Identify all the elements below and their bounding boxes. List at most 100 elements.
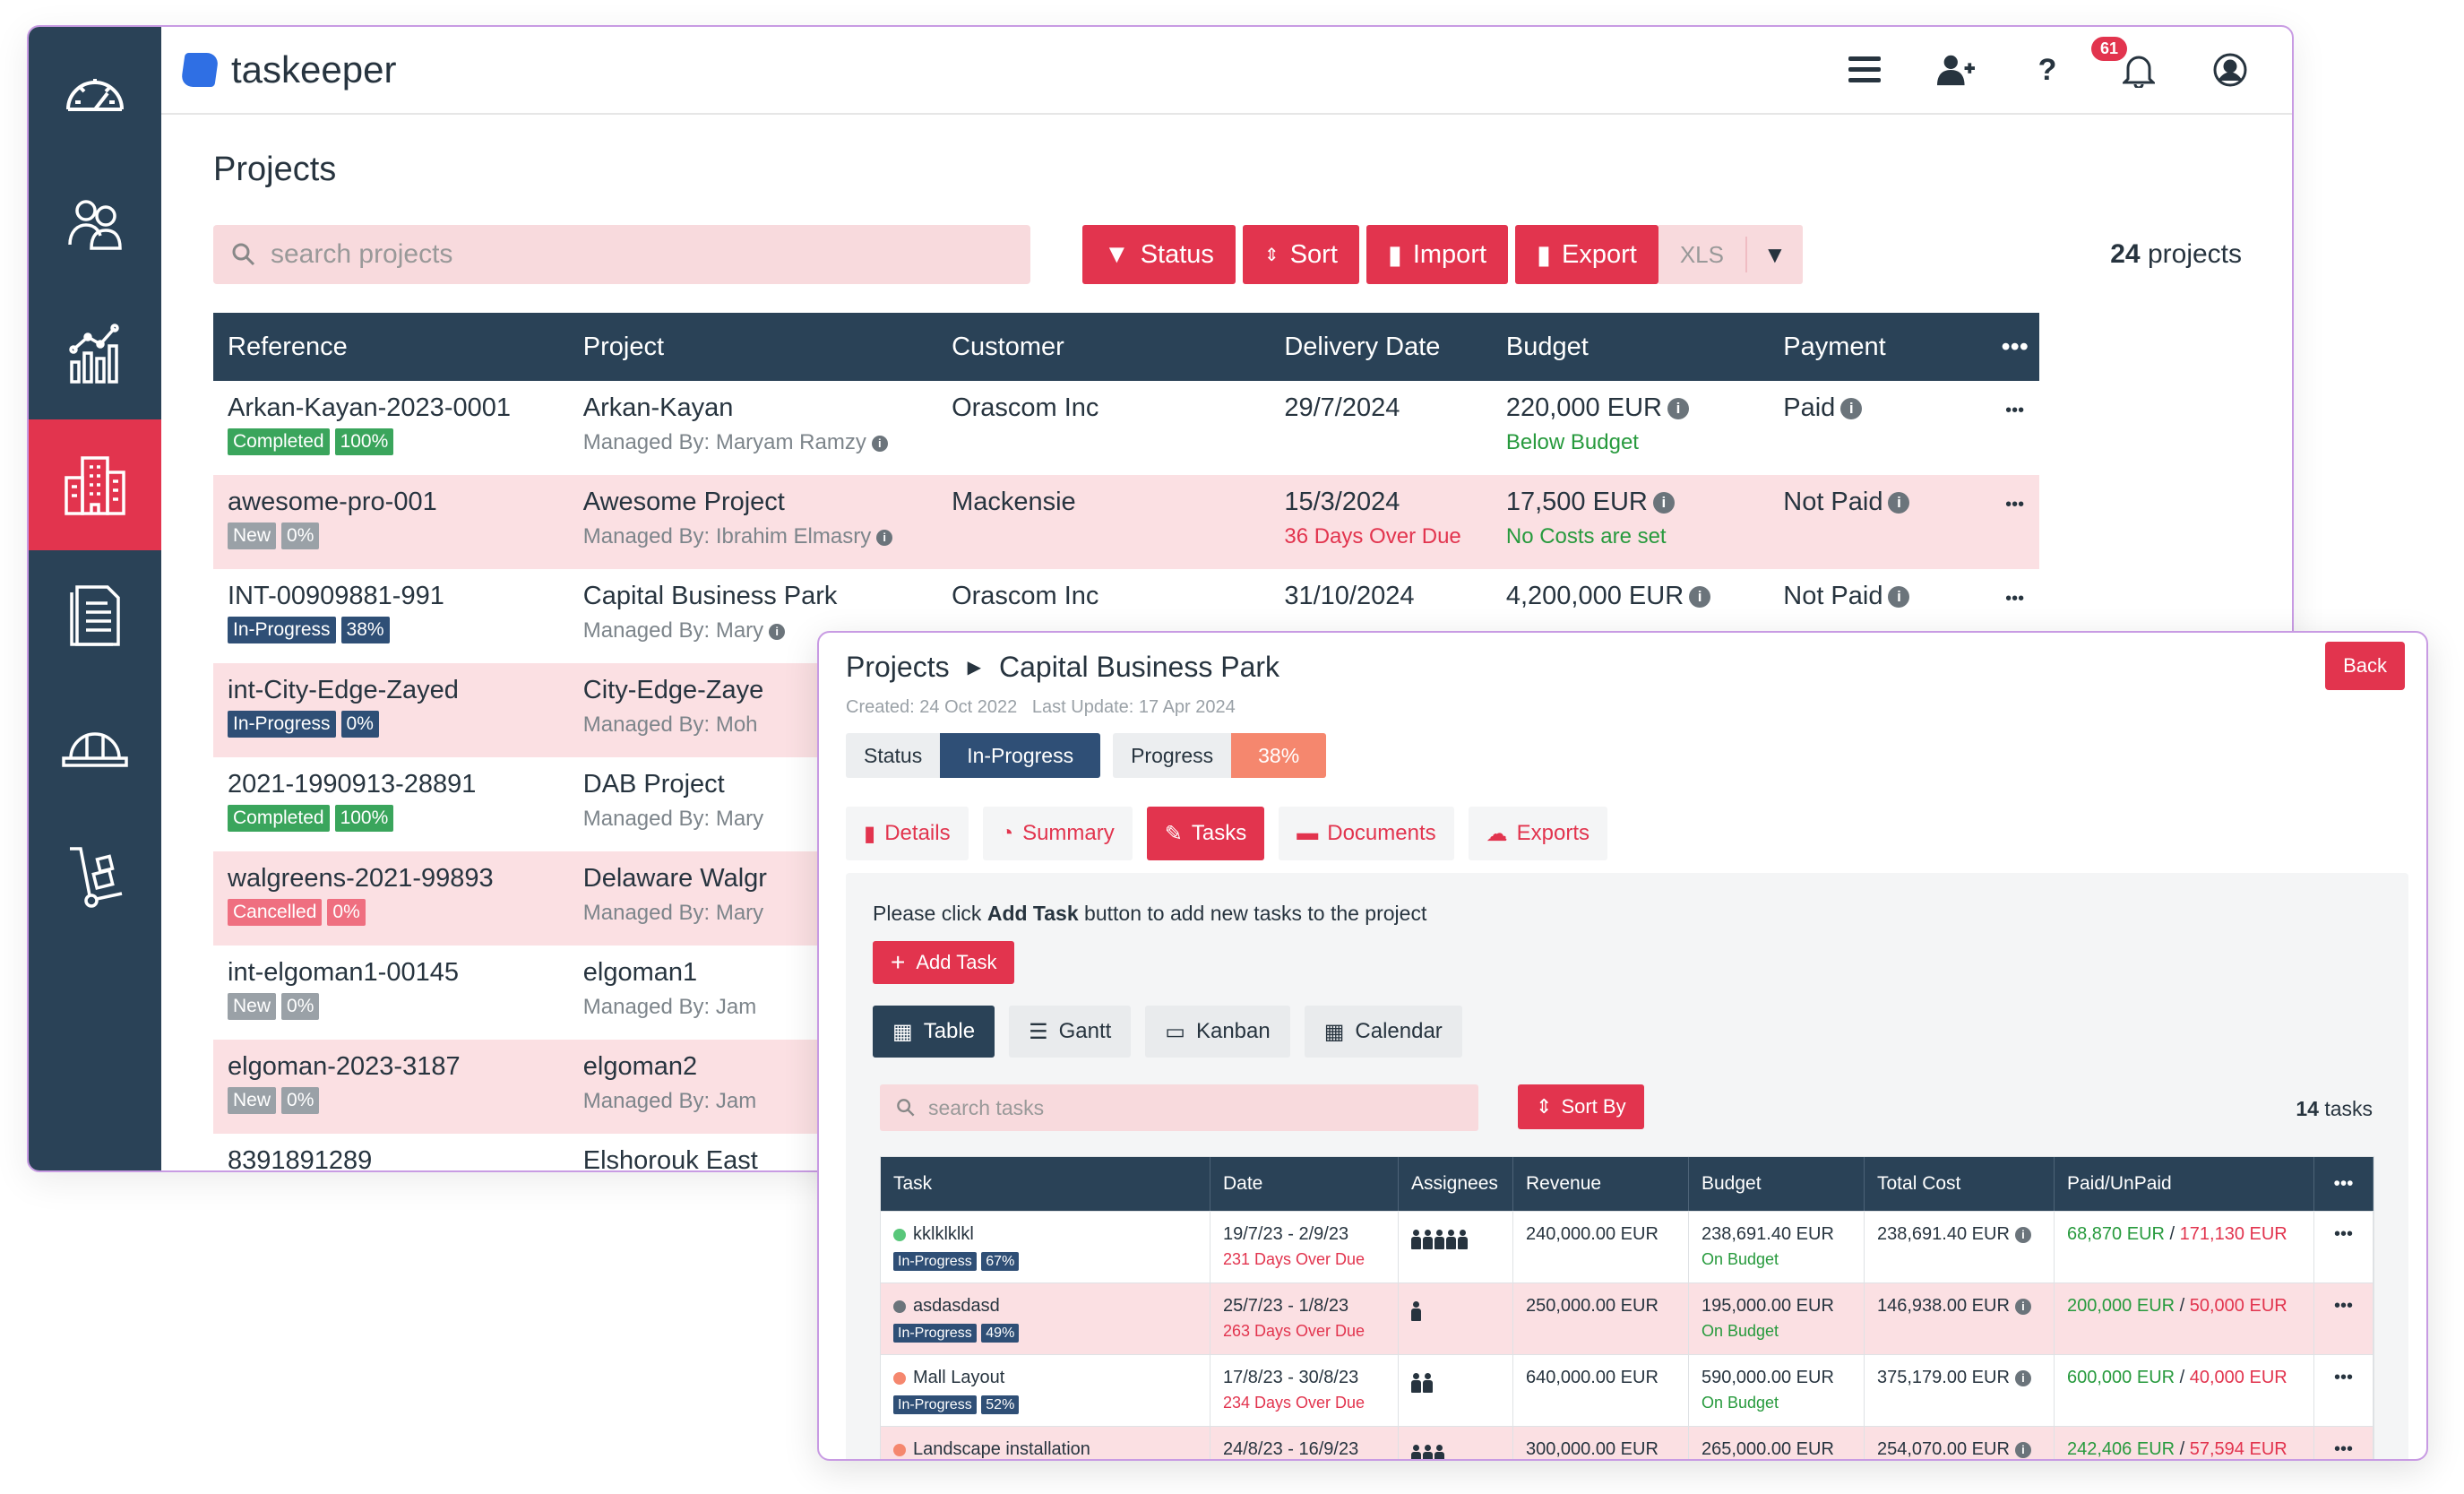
view-gantt[interactable]: ☰ Gantt [1009,1006,1132,1058]
menu-button[interactable] [1846,51,1883,89]
task-more-icon[interactable]: ••• [2333,1439,2353,1459]
project-name[interactable]: Elshorouk East [582,1146,758,1172]
info-icon[interactable]: i [1840,398,1863,420]
assignee-icon[interactable] [1411,1230,1421,1249]
assignee-icon[interactable] [1423,1373,1433,1393]
reference[interactable]: int-City-Edge-Zayed [228,676,459,704]
col-date[interactable]: Date [1210,1157,1399,1211]
notifications-button[interactable]: 61 [2091,37,2158,89]
table-row[interactable]: 2021-1990913-28891 Completed 100% DAB Proje… [213,757,2039,851]
export-format-select[interactable]: XLS ▼ [1658,225,1803,284]
col-revenue[interactable]: Revenue [1513,1157,1689,1211]
table-row[interactable]: awesome-pro-001 New 0% Awesome Project Manag… [213,475,2039,569]
task-name[interactable]: Mall Layout [913,1368,1005,1387]
view-calendar[interactable]: ▦ Calendar [1304,1006,1462,1058]
sidebar-item-inventory[interactable] [29,812,161,943]
task-row[interactable]: kklklklkl In-Progress 67% 19/7/23 - 2/9/23… [881,1211,2374,1282]
back-button[interactable]: Back [2325,642,2405,690]
col-assignees[interactable]: Assignees [1399,1157,1513,1211]
sidebar-item-users[interactable] [29,158,161,289]
col-reference[interactable]: Reference [228,332,348,361]
row-more-icon[interactable]: ••• [2005,495,2025,514]
sidebar-item-projects[interactable] [29,419,161,550]
reference[interactable]: 2021-1990913-28891 [228,770,477,799]
reference[interactable]: int-elgoman1-00145 [228,958,459,987]
sidebar-item-analytics[interactable] [29,289,161,419]
breadcrumb-projects-link[interactable]: Projects [846,651,950,683]
import-button[interactable]: ▮ Import [1366,225,1509,284]
reference[interactable]: 8391891289 [228,1146,373,1172]
project-name[interactable]: City-Edge-Zaye [582,676,764,704]
info-icon[interactable]: i [2014,1298,2031,1315]
assignee-icon[interactable] [1446,1230,1456,1249]
app-logo[interactable]: taskeeper [180,48,396,91]
columns-more-icon[interactable]: ••• [2314,1157,2374,1211]
info-icon[interactable]: i [871,435,888,452]
project-name[interactable]: elgoman1 [582,958,698,987]
col-budget[interactable]: Budget [1505,332,1589,361]
project-name[interactable]: Arkan-Kayan [582,393,734,422]
assignee-icon[interactable] [1411,1301,1421,1321]
assignee-icon[interactable] [1423,1230,1433,1249]
table-row[interactable]: 8391891289 Elshorouk East [213,1134,2039,1172]
tab-tasks[interactable]: ✎ Tasks [1146,807,1265,860]
tab-documents[interactable]: ▬ Documents [1279,807,1454,860]
sidebar-item-workers[interactable] [29,681,161,812]
info-icon[interactable]: i [1888,586,1910,609]
task-row[interactable]: Mall Layout In-Progress 52% 17/8/23 - 30/8… [881,1354,2374,1426]
info-icon[interactable]: i [2014,1226,2031,1243]
columns-more-icon[interactable]: ••• [2001,332,2029,361]
info-icon[interactable]: i [1667,398,1689,420]
tab-summary[interactable]: ◔ Summary [982,807,1133,860]
info-icon[interactable]: i [876,529,893,546]
assignee-icon[interactable] [1434,1230,1444,1249]
col-paid-unpaid[interactable]: Paid/UnPaid [2055,1157,2314,1211]
col-budget[interactable]: Budget [1689,1157,1865,1211]
row-more-icon[interactable]: ••• [2005,401,2025,420]
task-more-icon[interactable]: ••• [2333,1224,2353,1244]
info-icon[interactable]: i [1888,492,1910,514]
sidebar-item-dashboard[interactable] [29,27,161,158]
row-more-icon[interactable]: ••• [2005,589,2025,609]
task-more-icon[interactable]: ••• [2333,1296,2353,1316]
table-row[interactable]: int-elgoman1-00145 New 0% elgoman1 Managed B… [213,946,2039,1040]
col-project[interactable]: Project [582,332,665,361]
project-name[interactable]: Awesome Project [582,488,785,516]
info-icon[interactable]: i [2014,1369,2031,1386]
project-name[interactable]: Delaware Walgr [582,864,767,893]
task-name[interactable]: asdasdasd [913,1296,1000,1316]
assignee-icon[interactable] [1411,1373,1421,1393]
project-name[interactable]: Capital Business Park [582,582,838,610]
status-filter-button[interactable]: ▼ Status [1082,225,1236,284]
sidebar-item-documents[interactable] [29,550,161,681]
export-button[interactable]: ▮ Export [1515,225,1658,284]
task-row[interactable]: Landscape installation 24/8/23 - 16/9/23 3… [881,1426,2374,1459]
table-row[interactable]: INT-00909881-991 In-Progress 38% Capital Bu… [213,569,2039,663]
task-row[interactable]: asdasdasd In-Progress 49% 25/7/23 - 1/8/23… [881,1282,2374,1354]
sort-by-button[interactable]: ⇕ Sort By [1518,1084,1644,1129]
view-kanban[interactable]: ▭ Kanban [1145,1006,1290,1058]
tab-exports[interactable]: ☁ Exports [1468,807,1607,860]
info-icon[interactable]: i [769,623,786,640]
sort-button[interactable]: ⇕ Sort [1242,225,1359,284]
assignee-icon[interactable] [1423,1445,1433,1459]
assignee-icon[interactable] [1458,1230,1468,1249]
assignee-icon[interactable] [1434,1445,1444,1459]
reference[interactable]: elgoman-2023-3187 [228,1052,461,1081]
col-delivery-date[interactable]: Delivery Date [1284,332,1441,361]
col-total-cost[interactable]: Total Cost [1865,1157,2055,1211]
chevron-down-icon[interactable]: ▼ [1745,237,1803,272]
project-name[interactable]: DAB Project [582,770,725,799]
add-task-button[interactable]: + Add Task [873,941,1015,984]
task-name[interactable]: kklklklkl [913,1224,974,1244]
project-name[interactable]: elgoman2 [582,1052,698,1081]
col-payment[interactable]: Payment [1783,332,1886,361]
profile-button[interactable] [2211,51,2249,89]
invite-user-button[interactable] [1937,51,1975,89]
search-projects-input[interactable]: search projects [213,225,1030,284]
view-table[interactable]: ▦ Table [873,1006,995,1058]
col-customer[interactable]: Customer [952,332,1064,361]
reference[interactable]: Arkan-Kayan-2023-0001 [228,393,511,422]
help-button[interactable]: ? [2029,51,2066,89]
tab-details[interactable]: ▮ Details [846,807,969,860]
